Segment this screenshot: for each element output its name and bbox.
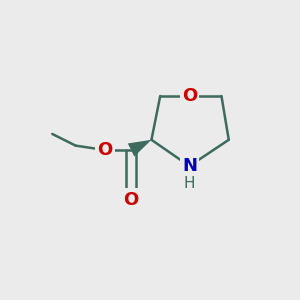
Text: O: O (123, 190, 139, 208)
Polygon shape (128, 140, 152, 157)
Text: N: N (182, 157, 197, 175)
Text: O: O (182, 87, 197, 105)
Text: O: O (97, 141, 112, 159)
Text: H: H (184, 176, 195, 191)
